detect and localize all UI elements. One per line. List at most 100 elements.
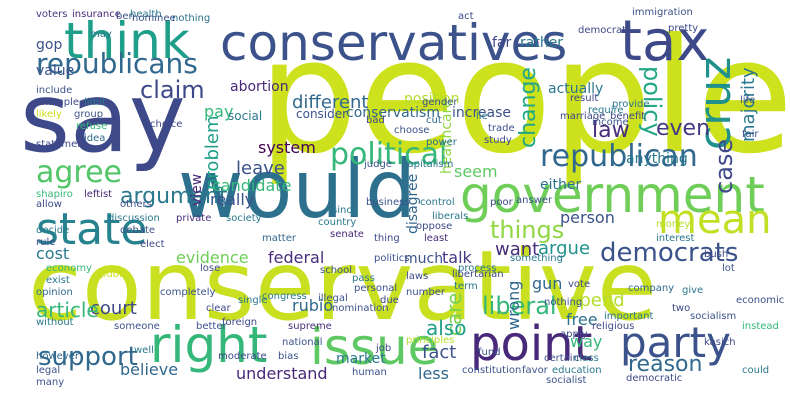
cloud-word: far	[492, 35, 512, 51]
cloud-word: limit	[84, 97, 106, 108]
cloud-word: candidate	[212, 176, 292, 195]
cloud-word: pay	[204, 102, 234, 121]
cloud-word: nothing	[544, 297, 583, 308]
cloud-word: provide	[612, 99, 650, 110]
cloud-word: act	[458, 11, 474, 22]
cloud-word: federal	[268, 248, 325, 267]
cloud-word: moderate	[218, 351, 267, 362]
cloud-word: reason	[628, 352, 703, 377]
cloud-word: wrong	[504, 280, 523, 330]
cloud-word: company	[628, 283, 675, 294]
cloud-word: either	[540, 177, 582, 193]
cloud-word: liberal	[482, 292, 557, 320]
cloud-word: choice	[150, 119, 183, 130]
cloud-word: person	[560, 208, 615, 227]
cloud-word: social	[228, 109, 263, 123]
cloud-word: allow	[36, 199, 62, 210]
cloud-word: tax	[620, 9, 710, 74]
cloud-word: better	[196, 321, 227, 332]
cloud-word: could	[742, 365, 770, 376]
cloud-word: rubio	[292, 296, 334, 315]
cloud-word: national	[282, 337, 323, 348]
cloud-word: free	[566, 310, 598, 329]
cloud-word: conservative	[28, 230, 658, 342]
cloud-word: change	[516, 67, 541, 148]
cloud-word: favor	[522, 365, 548, 376]
cloud-word: important	[604, 311, 654, 322]
cloud-word: something	[510, 253, 563, 264]
cloud-word: since	[332, 205, 358, 216]
cloud-word: single	[238, 295, 268, 306]
cloud-word: least	[424, 233, 449, 244]
cloud-word: support	[38, 342, 138, 372]
cloud-word: power	[426, 137, 457, 148]
cloud-word: politics	[374, 253, 410, 264]
cloud-word: state	[36, 204, 148, 255]
cloud-word: job	[376, 343, 392, 354]
cloud-word: view	[189, 173, 205, 206]
cloud-word: control	[420, 197, 455, 208]
cloud-word: others	[120, 199, 152, 210]
cloud-word: statement	[36, 139, 88, 150]
cloud-word: say	[20, 62, 186, 174]
cloud-word: way	[570, 332, 603, 351]
cloud-word: pass	[352, 273, 375, 284]
cloud-word: thing	[374, 233, 400, 244]
cloud-word: argue	[538, 238, 591, 259]
cloud-word: market	[336, 351, 386, 367]
cloud-word: constitution	[462, 365, 522, 376]
cloud-word: trade	[488, 123, 515, 134]
cloud-word: two	[672, 303, 691, 314]
cloud-word: democrat	[578, 25, 627, 36]
cloud-word: economy	[46, 263, 92, 274]
cloud-word: pretty	[668, 23, 699, 34]
cloud-word: bias	[278, 351, 299, 362]
cloud-word: however	[36, 351, 79, 362]
cloud-word: position	[404, 91, 460, 107]
cloud-word: supreme	[288, 321, 332, 332]
cloud-word: want	[495, 239, 540, 260]
cloud-word: party	[620, 318, 731, 367]
cloud-word: completely	[160, 287, 216, 298]
cloud-word: system	[258, 138, 316, 157]
cloud-word: bad	[366, 115, 385, 126]
cloud-word: many	[36, 377, 65, 388]
cloud-word: value	[36, 63, 75, 79]
cloud-word: legal	[36, 365, 61, 376]
cloud-word: abortion	[230, 79, 289, 95]
cloud-word: immigration	[632, 7, 693, 18]
cloud-word: answer	[516, 195, 553, 206]
cloud-word: nothing	[172, 13, 211, 24]
cloud-word: health	[130, 9, 162, 20]
cloud-word: someone	[114, 321, 160, 332]
cloud-word: increase	[452, 105, 512, 121]
cloud-word: capitalism	[402, 159, 454, 170]
cloud-word: class	[574, 353, 599, 364]
cloud-word: require	[588, 105, 624, 116]
cloud-word: evidence	[176, 248, 249, 267]
cloud-word: life	[740, 95, 756, 106]
cloud-word: clear	[206, 303, 231, 314]
cloud-word: apply	[560, 329, 588, 340]
cloud-word: right	[150, 316, 268, 374]
cloud-word: actually	[548, 81, 604, 97]
cloud-word: poor	[490, 197, 513, 208]
cloud-word: voters	[36, 9, 68, 20]
cloud-word: liberals	[432, 211, 469, 222]
cloud-word: democrats	[600, 238, 739, 268]
cloud-word: conservatism	[346, 105, 440, 121]
cloud-word: democratic	[626, 373, 683, 384]
cloud-word: income	[592, 117, 629, 128]
cloud-word: less	[418, 364, 449, 383]
cloud-word: socialism	[690, 311, 737, 322]
cloud-word: shapiro	[36, 189, 73, 200]
cloud-word: consider	[296, 107, 348, 121]
cloud-word: agree	[36, 155, 123, 190]
cloud-word: principles	[406, 335, 455, 346]
cloud-word: mean	[658, 197, 772, 243]
cloud-word: lose	[200, 263, 221, 274]
cloud-word: rule	[36, 237, 56, 248]
cloud-word: gop	[36, 37, 63, 53]
cloud-word: choose	[394, 125, 430, 136]
